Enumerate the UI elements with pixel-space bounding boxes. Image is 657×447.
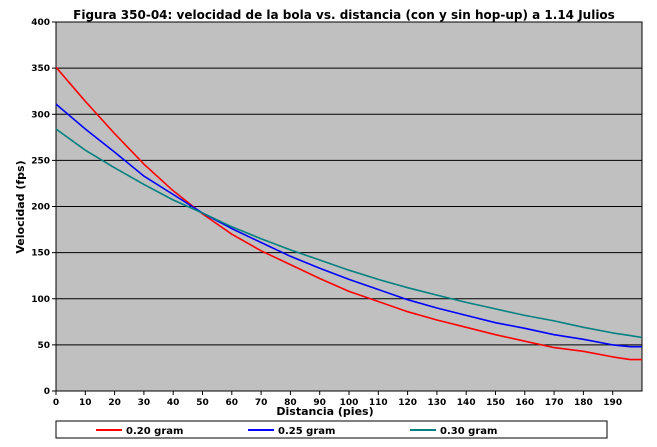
x-tick-label: 110 xyxy=(369,398,388,408)
x-tick-label: 40 xyxy=(167,398,180,408)
y-tick-label: 100 xyxy=(31,295,50,305)
y-tick-label: 0 xyxy=(44,387,50,397)
x-tick-label: 80 xyxy=(284,398,297,408)
x-tick-label: 170 xyxy=(545,398,564,408)
x-tick-label: 130 xyxy=(428,398,447,408)
chart-title: Figura 350-04: velocidad de la bola vs. … xyxy=(73,8,615,22)
legend-label: 0.30 gram xyxy=(440,426,497,437)
x-tick-label: 190 xyxy=(603,398,622,408)
x-tick-label: 60 xyxy=(226,398,239,408)
x-tick-label: 140 xyxy=(457,398,476,408)
legend-label: 0.20 gram xyxy=(126,426,183,437)
y-tick-label: 150 xyxy=(31,249,50,259)
legend: 0.20 gram 0.25 gram 0.30 gram xyxy=(96,426,497,437)
x-tick-label: 100 xyxy=(340,398,359,408)
series-line-0-20-gram xyxy=(55,66,642,361)
y-tick-label: 300 xyxy=(31,110,50,120)
x-tick-label: 180 xyxy=(574,398,593,408)
legend-box xyxy=(55,420,608,439)
axes-layer: 0 50 100 150 200 250 300 350 400 0 10 20 30 40 50 60 70 8… xyxy=(31,18,622,408)
x-tick-label: 160 xyxy=(515,398,534,408)
x-tick-label: 150 xyxy=(486,398,505,408)
x-tick-label: 50 xyxy=(196,398,209,408)
x-tick-label: 120 xyxy=(398,398,417,408)
y-tick-label: 50 xyxy=(37,341,50,351)
y-axis-title: Velocidad (fps) xyxy=(14,160,27,253)
x-tick-label: 90 xyxy=(313,398,326,408)
x-tick-label: 0 xyxy=(53,398,59,408)
x-tick-label: 30 xyxy=(138,398,151,408)
legend-label: 0.25 gram xyxy=(278,426,335,437)
y-tick-label: 350 xyxy=(31,64,50,74)
x-axis-title: Distancia (pies) xyxy=(276,405,373,418)
series-line-0-30-gram xyxy=(55,128,643,339)
y-tick-label: 400 xyxy=(31,18,50,28)
series-line-0-25-gram xyxy=(55,103,642,348)
x-tick-label: 10 xyxy=(79,398,92,408)
x-tick-label: 20 xyxy=(108,398,121,408)
y-tick-label: 250 xyxy=(31,156,50,166)
y-tick-label: 200 xyxy=(31,203,50,213)
x-tick-label: 70 xyxy=(255,398,268,408)
series-layer xyxy=(55,66,643,361)
